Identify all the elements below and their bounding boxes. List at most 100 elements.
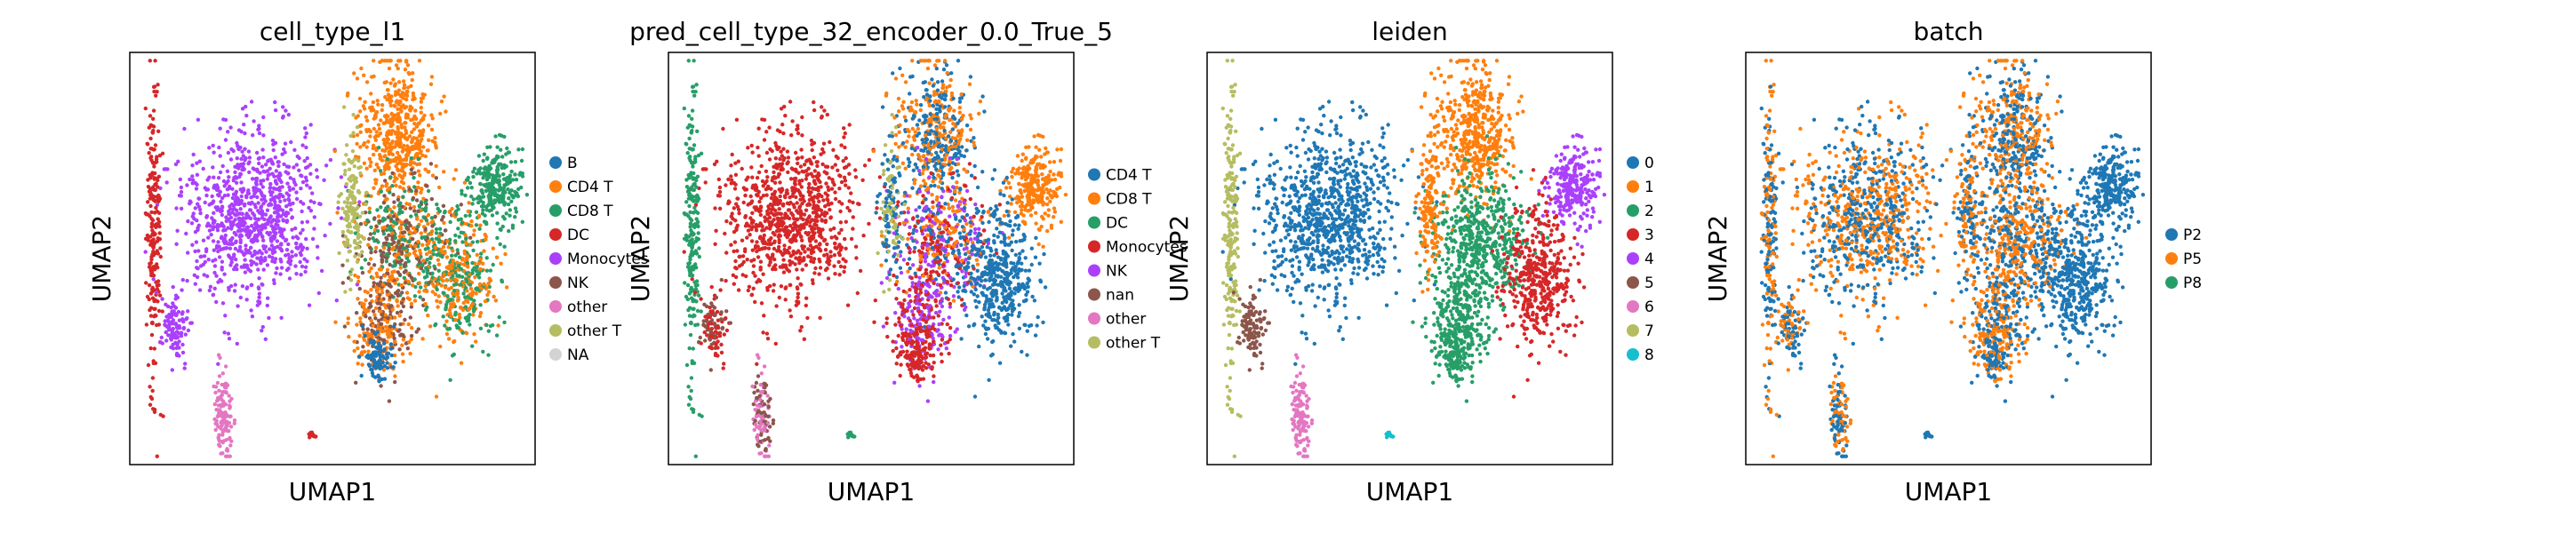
scatter-point bbox=[796, 286, 800, 291]
scatter-point bbox=[441, 290, 445, 295]
scatter-point bbox=[319, 268, 324, 274]
scatter-point bbox=[433, 245, 438, 250]
scatter-point bbox=[776, 174, 780, 179]
scatter-point bbox=[717, 331, 722, 337]
scatter-point bbox=[348, 249, 352, 254]
scatter-point bbox=[806, 231, 812, 235]
scatter-point bbox=[211, 239, 216, 243]
scatter-point bbox=[686, 114, 692, 118]
scatter-point bbox=[256, 201, 260, 205]
scatter-point bbox=[173, 162, 179, 167]
scatter-point bbox=[243, 147, 247, 151]
scatter-point bbox=[278, 272, 283, 276]
scatter-point bbox=[385, 88, 390, 92]
scatter-point bbox=[263, 212, 268, 217]
scatter-point bbox=[741, 259, 746, 265]
scatter-point bbox=[423, 307, 428, 312]
scatter-point bbox=[304, 145, 308, 150]
scatter-point bbox=[379, 118, 383, 123]
scatter-point bbox=[252, 249, 257, 254]
scatter-point bbox=[150, 218, 156, 223]
scatter-point bbox=[150, 171, 155, 175]
scatter-point bbox=[827, 262, 831, 266]
scatter-point bbox=[299, 243, 303, 247]
scatter-point bbox=[344, 143, 349, 147]
scatter-point bbox=[396, 239, 401, 244]
scatter-point bbox=[733, 182, 738, 187]
scatter-point bbox=[759, 301, 764, 306]
scatter-point bbox=[151, 108, 156, 113]
scatter-point bbox=[451, 274, 455, 278]
scatter-point bbox=[815, 163, 820, 169]
scatter-point bbox=[210, 216, 214, 220]
scatter-point bbox=[356, 279, 361, 284]
scatter-point bbox=[214, 408, 219, 412]
scatter-point bbox=[396, 291, 400, 296]
scatter-point bbox=[244, 243, 248, 248]
scatter-point bbox=[691, 407, 696, 412]
scatter-point bbox=[802, 170, 806, 174]
scatter-point bbox=[342, 172, 348, 177]
scatter-point bbox=[381, 232, 387, 236]
scatter-point bbox=[411, 195, 416, 201]
scatter-point bbox=[382, 217, 388, 222]
scatter-point bbox=[447, 210, 452, 214]
scatter-point bbox=[152, 84, 157, 89]
scatter-point bbox=[156, 185, 160, 189]
scatter-point bbox=[365, 218, 370, 223]
scatter-point bbox=[796, 131, 801, 136]
scatter-point bbox=[355, 311, 359, 315]
scatter-point bbox=[417, 203, 421, 208]
scatter-point bbox=[495, 221, 500, 226]
legend-marker bbox=[549, 228, 562, 241]
scatter-point bbox=[446, 337, 452, 341]
scatter-point bbox=[267, 315, 271, 321]
scatter-point bbox=[753, 299, 757, 305]
scatter-point bbox=[387, 331, 392, 336]
scatter-point bbox=[412, 127, 416, 131]
scatter-point bbox=[488, 197, 493, 202]
scatter-point bbox=[236, 128, 242, 132]
scatter-point bbox=[228, 125, 233, 130]
scatter-point bbox=[799, 147, 804, 152]
scatter-point bbox=[416, 209, 420, 213]
scatter-point bbox=[409, 155, 413, 161]
scatter-point bbox=[402, 83, 407, 87]
scatter-point bbox=[826, 203, 830, 207]
scatter-point bbox=[246, 215, 251, 219]
scatter-point bbox=[410, 130, 414, 134]
scatter-point bbox=[279, 315, 284, 320]
scatter-point bbox=[435, 298, 439, 303]
scatter-point bbox=[436, 185, 442, 190]
scatter-point bbox=[180, 317, 185, 322]
scatter-point bbox=[376, 318, 381, 323]
scatter-point bbox=[355, 76, 360, 81]
scatter-point bbox=[793, 150, 798, 155]
scatter-point bbox=[389, 94, 394, 99]
scatter-point bbox=[802, 163, 807, 167]
scatter-point bbox=[489, 184, 494, 188]
legend-label: CD4 T bbox=[567, 179, 613, 196]
scatter-point bbox=[219, 394, 223, 399]
scatter-point bbox=[407, 251, 412, 257]
scatter-point bbox=[402, 143, 406, 148]
scatter-point bbox=[260, 227, 264, 232]
scatter-point bbox=[372, 339, 376, 344]
scatter-point bbox=[513, 160, 518, 164]
scatter-point bbox=[429, 196, 434, 202]
scatter-point bbox=[777, 295, 781, 300]
scatter-point bbox=[460, 330, 465, 335]
scatter-point bbox=[368, 304, 373, 309]
scatter-point bbox=[154, 205, 158, 211]
scatter-point bbox=[771, 252, 775, 257]
scatter-point bbox=[789, 133, 794, 138]
scatter-point bbox=[782, 243, 787, 248]
scatter-point bbox=[477, 282, 483, 287]
scatter-point bbox=[468, 282, 473, 287]
scatter-point bbox=[795, 267, 799, 272]
scatter-point bbox=[215, 380, 220, 386]
scatter-point bbox=[391, 193, 396, 197]
scatter-point bbox=[184, 231, 188, 236]
legend-label: B bbox=[567, 155, 578, 172]
scatter-point bbox=[149, 123, 155, 128]
